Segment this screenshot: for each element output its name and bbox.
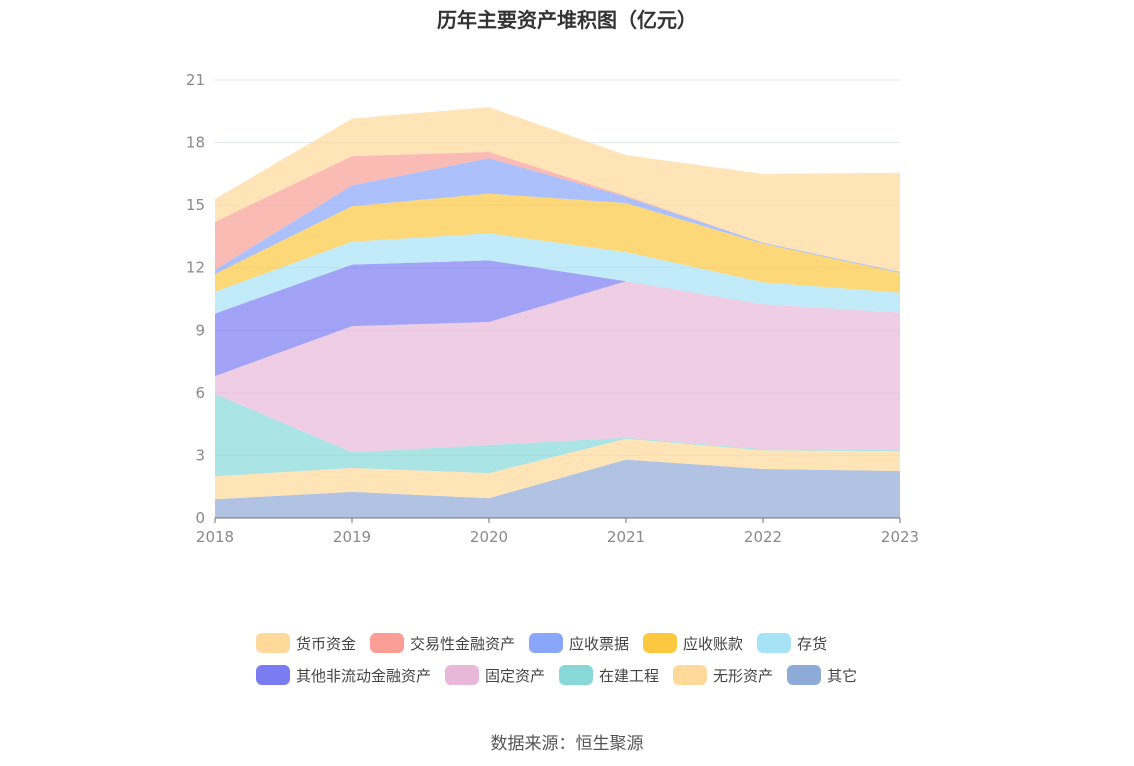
x-tick-label: 2021: [607, 528, 645, 546]
chart-title: 历年主要资产堆积图（亿元）: [437, 8, 697, 32]
x-tick-label: 2018: [196, 528, 234, 546]
legend-item[interactable]: 其他非流动金融资产: [256, 665, 431, 686]
area-1: [215, 438, 900, 500]
legend-swatch: [757, 633, 792, 653]
legend-item[interactable]: 其它: [787, 665, 857, 686]
y-tick-label: 21: [186, 71, 205, 89]
legend-item[interactable]: 货币资金: [256, 633, 356, 654]
legend-row: 其他非流动金融资产 固定资产 在建工程 无形资产 其它: [256, 664, 916, 686]
area-6: [215, 193, 900, 293]
legend-swatch: [256, 665, 290, 685]
area-7: [215, 158, 900, 274]
legend: 货币资金 交易性金融资产 应收票据 应收账款 存货其他非流动金融资产 固定资产 在建工程 无形…: [256, 632, 916, 696]
x-tick-label: 2022: [744, 528, 782, 546]
area-3: [215, 281, 900, 453]
y-tick-label: 15: [186, 196, 205, 214]
legend-label: 交易性金融资产: [410, 634, 516, 653]
y-tick-label: 12: [186, 259, 205, 277]
legend-swatch: [445, 665, 480, 685]
legend-label: 货币资金: [296, 634, 357, 653]
legend-item[interactable]: 存货: [757, 633, 827, 654]
legend-label: 固定资产: [485, 666, 546, 685]
y-tick-label: 3: [195, 446, 205, 464]
legend-swatch: [529, 633, 564, 653]
axes: 0 3 6 9 12 15 18 21 2018 2019 2020 2021 2022 2023: [186, 71, 919, 546]
y-tick-label: 6: [195, 384, 205, 402]
data-source: 数据来源：恒生聚源: [490, 734, 644, 754]
x-tick-label: 2023: [881, 528, 919, 546]
legend-item[interactable]: 无形资产: [673, 665, 773, 686]
area-0: [215, 459, 900, 518]
area-4: [215, 260, 900, 377]
legend-item[interactable]: 在建工程: [559, 665, 659, 686]
y-tick-label: 18: [186, 134, 205, 152]
stacked-area-chart: 0 3 6 9 12 15 18 21 2018 2019 2020 2021 2022 2023: [186, 71, 919, 546]
legend-label: 应收账款: [683, 634, 744, 653]
legend-label: 无形资产: [713, 666, 774, 685]
legend-item[interactable]: 应收账款: [643, 633, 743, 654]
area-series: [215, 107, 900, 518]
legend-label: 其他非流动金融资产: [296, 666, 432, 685]
legend-swatch: [673, 665, 708, 685]
area-8: [215, 151, 900, 272]
legend-swatch: [559, 665, 594, 685]
legend-item[interactable]: 应收票据: [529, 633, 629, 654]
x-tick-label: 2020: [470, 528, 508, 546]
legend-item[interactable]: 固定资产: [445, 665, 545, 686]
x-tick-label: 2019: [333, 528, 371, 546]
legend-label: 在建工程: [599, 666, 660, 685]
area-2: [215, 393, 900, 477]
y-tick-label: 9: [195, 321, 205, 339]
area-5: [215, 233, 900, 314]
legend-label: 存货: [797, 634, 828, 653]
legend-swatch: [643, 633, 678, 653]
legend-swatch: [787, 665, 822, 685]
legend-swatch: [256, 633, 290, 653]
legend-label: 其它: [827, 666, 858, 685]
legend-label: 应收票据: [569, 634, 630, 653]
y-tick-label: 0: [195, 509, 205, 527]
legend-row: 货币资金 交易性金融资产 应收票据 应收账款 存货: [256, 632, 916, 654]
legend-swatch: [370, 633, 405, 653]
area-9: [215, 107, 900, 272]
legend-item[interactable]: 交易性金融资产: [370, 633, 515, 654]
